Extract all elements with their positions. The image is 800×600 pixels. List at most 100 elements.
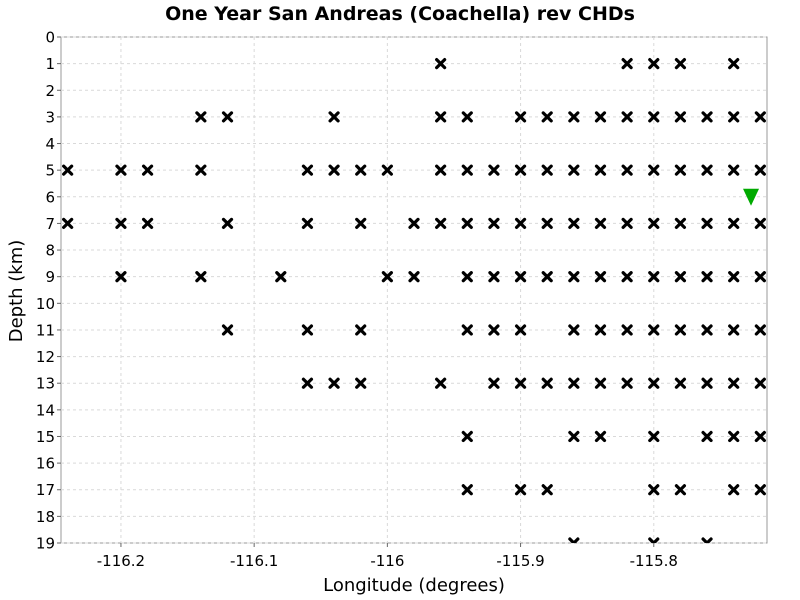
data-point-x <box>648 111 660 123</box>
data-point-x <box>541 377 553 389</box>
data-point-x <box>461 430 473 443</box>
data-point-x <box>594 271 607 283</box>
data-point-x <box>754 271 766 283</box>
data-point-x <box>461 164 473 176</box>
data-point-x <box>461 271 473 283</box>
x-tick-label: -116.1 <box>230 552 278 570</box>
y-tick-label: 1 <box>45 55 55 73</box>
data-point-x <box>728 164 740 176</box>
y-tick-label: 8 <box>45 242 55 260</box>
data-point-x <box>594 217 607 230</box>
data-point-x <box>568 377 580 389</box>
x-tick-label: -115.9 <box>496 552 544 570</box>
data-point-x <box>594 164 607 176</box>
y-tick-label: 3 <box>45 108 55 126</box>
data-point-x <box>648 324 660 336</box>
data-point-x <box>568 111 580 123</box>
data-point-x <box>328 111 340 123</box>
data-point-x <box>674 164 687 176</box>
data-point-x <box>221 217 234 230</box>
x-axis-ticks: -116.2 -116.1 -116 -115.9 -115.8 <box>97 543 678 570</box>
data-point-x <box>648 537 660 543</box>
data-point-x <box>514 271 527 283</box>
data-point-x <box>514 111 527 123</box>
data-point-x <box>754 430 766 443</box>
data-point-x <box>754 164 766 176</box>
data-point-x <box>275 271 287 283</box>
data-point-x <box>728 484 740 496</box>
data-point-x <box>594 324 607 336</box>
x-tick-label: -116.2 <box>97 552 145 570</box>
data-point-x <box>728 271 740 283</box>
data-point-x <box>514 377 527 389</box>
data-point-x <box>754 217 766 230</box>
data-point-x <box>674 377 687 389</box>
data-point-x <box>701 164 713 176</box>
data-point-x <box>381 271 393 283</box>
data-point-x <box>674 58 687 70</box>
data-point-x <box>488 324 500 336</box>
data-point-x <box>568 271 580 283</box>
data-points <box>62 58 766 543</box>
data-point-x <box>594 430 607 443</box>
data-point-x <box>514 217 527 230</box>
y-tick-label: 7 <box>45 215 55 233</box>
data-point-x <box>301 324 314 336</box>
data-point-x <box>435 217 447 230</box>
data-point-x <box>514 324 527 336</box>
data-point-x <box>648 377 660 389</box>
y-tick-label: 10 <box>36 295 55 313</box>
data-point-x <box>621 217 633 230</box>
data-point-x <box>621 271 633 283</box>
y-tick-label: 6 <box>45 188 55 206</box>
data-point-x <box>568 324 580 336</box>
data-point-x <box>594 111 607 123</box>
y-tick-label: 17 <box>36 481 55 499</box>
data-point-x <box>728 58 740 70</box>
data-point-x <box>621 377 633 389</box>
data-point-x <box>115 164 127 176</box>
data-point-x <box>301 377 314 389</box>
data-point-x <box>648 271 660 283</box>
data-point-x <box>221 111 234 123</box>
data-point-x <box>621 58 633 70</box>
y-tick-label: 9 <box>45 268 55 286</box>
data-point-x <box>541 217 553 230</box>
data-point-x <box>328 164 340 176</box>
data-point-x <box>701 217 713 230</box>
data-point-x <box>728 324 740 336</box>
data-point-x <box>541 484 553 496</box>
data-point-x <box>701 537 713 543</box>
y-tick-label: 16 <box>36 455 55 473</box>
data-point-x <box>514 164 527 176</box>
chart-title: One Year San Andreas (Coachella) rev CHD… <box>165 3 635 25</box>
y-tick-label: 4 <box>45 135 55 153</box>
x-tick-label: -116 <box>370 552 404 570</box>
plot-area <box>60 36 768 544</box>
data-point-x <box>728 430 740 443</box>
data-point-x <box>488 164 500 176</box>
data-point-x <box>648 58 660 70</box>
data-point-x <box>621 164 633 176</box>
y-tick-label: 18 <box>36 508 55 526</box>
data-point-x <box>568 217 580 230</box>
data-point-x <box>754 324 766 336</box>
data-point-x <box>701 324 713 336</box>
y-axis-label: Depth (km) <box>6 240 27 343</box>
data-point-x <box>674 111 687 123</box>
data-point-x <box>568 430 580 443</box>
data-point-x <box>541 271 553 283</box>
data-point-x <box>754 484 766 496</box>
data-point-x <box>754 111 766 123</box>
data-point-x <box>435 164 447 176</box>
data-point-x <box>141 164 154 176</box>
y-tick-label: 11 <box>36 321 55 339</box>
data-point-x <box>461 484 473 496</box>
data-point-x <box>648 217 660 230</box>
y-tick-label: 0 <box>45 29 55 47</box>
y-tick-label: 19 <box>36 535 55 553</box>
data-point-x <box>728 111 740 123</box>
x-tick-label: -115.8 <box>630 552 678 570</box>
data-point-x <box>461 324 473 336</box>
